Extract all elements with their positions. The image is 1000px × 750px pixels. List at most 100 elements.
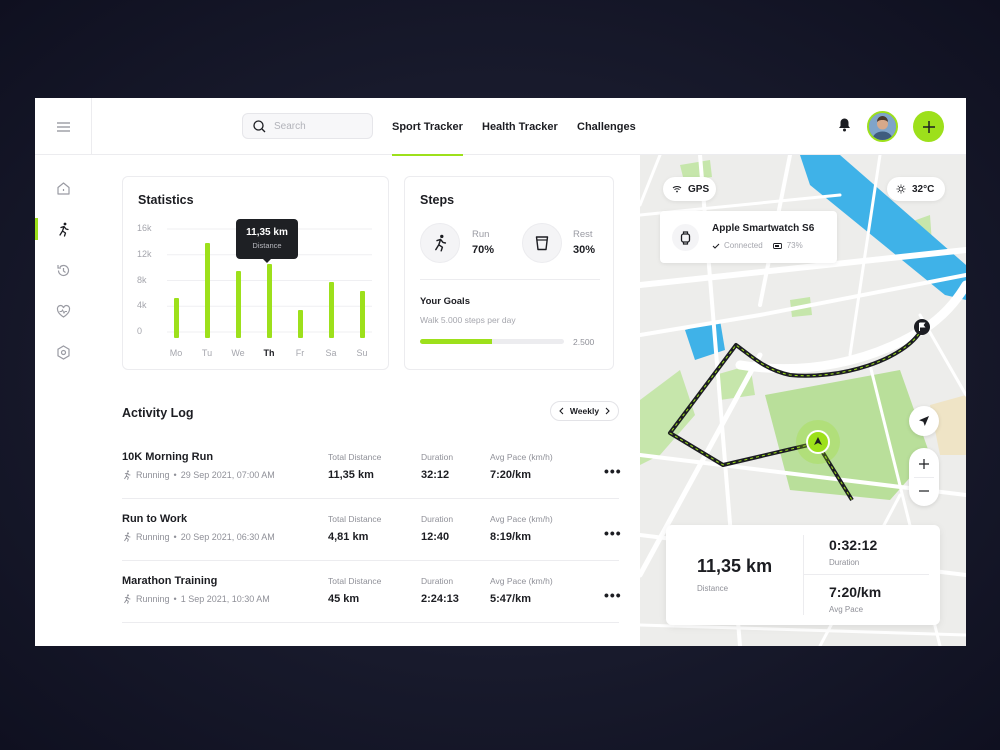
summary-distance-label: Distance [697, 584, 729, 593]
goals-subtitle: Walk 5.000 steps per day [420, 315, 516, 325]
summary-divider-vertical [803, 535, 804, 615]
statistics-card: Statistics [122, 176, 389, 370]
run-circle [420, 223, 460, 263]
y-tick-label: 4k [137, 300, 147, 311]
x-tick-label: Th [263, 348, 275, 358]
chart-bar-th[interactable] [266, 264, 272, 338]
weather-badge: 32°C [887, 177, 945, 201]
pace-label: Avg Pace (km/h) [490, 576, 553, 586]
chevron-left-icon[interactable] [558, 407, 564, 415]
activity-date: 29 Sep 2021, 07:00 AM [180, 470, 275, 480]
activity-name: Marathon Training [122, 575, 218, 587]
settings-icon [57, 344, 70, 360]
distance-value: 45 km [328, 593, 360, 605]
finish-marker[interactable] [914, 319, 930, 335]
add-button[interactable] [913, 111, 944, 142]
activity-row[interactable]: Run to Work Running • 20 Sep 2021, 06:30… [122, 499, 622, 561]
bell-icon [839, 118, 850, 132]
avatar[interactable] [867, 111, 898, 142]
rest-value: 30% [573, 244, 596, 256]
x-tick-label: Tu [201, 348, 213, 358]
gps-badge[interactable]: GPS [663, 177, 716, 201]
plus-icon [919, 459, 929, 469]
chevron-right-icon[interactable] [605, 407, 611, 415]
locate-button[interactable] [909, 406, 939, 436]
more-icon: ••• [604, 525, 622, 541]
route-map[interactable]: GPS 32°C Apple Smartwatch S6 Connected 7… [640, 155, 966, 646]
sidebar-item-health[interactable] [35, 300, 92, 322]
goals-progress-fill [420, 339, 492, 344]
running-icon [435, 234, 447, 252]
running-icon [124, 532, 131, 542]
zoom-in-button[interactable] [909, 452, 939, 476]
search-box[interactable] [242, 113, 373, 139]
rest-label: Rest [573, 229, 593, 240]
chart-bar-sa[interactable] [328, 282, 334, 338]
running-icon [59, 222, 69, 237]
zoom-divider [914, 477, 934, 478]
sand-area [930, 395, 966, 455]
zoom-out-button[interactable] [909, 479, 939, 503]
bullet-separator: • [173, 594, 177, 604]
chart-bar-we[interactable] [235, 270, 241, 338]
period-selector[interactable]: Weekly [550, 401, 619, 421]
battery-level: 73% [786, 241, 803, 250]
x-tick-label: Mo [169, 348, 183, 358]
device-card[interactable]: Apple Smartwatch S6 Connected 73% [660, 211, 837, 263]
device-name: Apple Smartwatch S6 [712, 223, 815, 234]
river [800, 155, 966, 300]
more-options-button[interactable]: ••• [604, 525, 622, 541]
zoom-controls [909, 448, 939, 506]
current-location-marker[interactable] [796, 420, 840, 464]
bullet-separator: • [173, 470, 177, 480]
summary-duration-label: Duration [829, 558, 860, 567]
x-tick-label: Fr [295, 348, 305, 358]
chart-bar-fr[interactable] [297, 310, 303, 338]
chart-bar-su[interactable] [359, 291, 365, 338]
device-icon-wrap [672, 224, 699, 251]
tab-challenges[interactable]: Challenges [577, 120, 636, 133]
notifications-button[interactable] [838, 117, 851, 137]
summary-divider-horizontal [803, 574, 929, 575]
distance-value: 4,81 km [328, 531, 369, 543]
chart-bar-mo[interactable] [173, 297, 179, 338]
more-options-button[interactable]: ••• [604, 463, 622, 479]
sidebar-item-running[interactable] [35, 218, 92, 240]
search-input[interactable] [274, 120, 354, 132]
activity-type: Running [136, 594, 170, 604]
goals-progress-value: 2.500 [573, 337, 595, 347]
activity-row[interactable]: 10K Morning Run Running • 29 Sep 2021, 0… [122, 437, 622, 499]
wifi-icon [672, 186, 682, 193]
top-bar-actions [640, 98, 966, 155]
activity-row[interactable]: Marathon Training Running • 1 Sep 2021, … [122, 561, 622, 623]
route-summary-card: 11,35 km Distance 0:32:12 Duration 7:20/… [666, 525, 940, 625]
sidebar-item-history[interactable] [35, 259, 92, 281]
activity-log-title: Activity Log [122, 406, 194, 420]
y-tick-label: 8k [137, 274, 147, 285]
distance-label: Total Distance [328, 576, 382, 586]
distance-value: 11,35 km [328, 469, 374, 481]
y-tick-label: 0 [137, 326, 143, 336]
sidebar-item-home[interactable] [35, 177, 92, 199]
heart-rate-icon [56, 304, 71, 318]
more-icon: ••• [604, 463, 622, 479]
menu-button[interactable] [35, 98, 92, 155]
chart-bar-tu[interactable] [204, 243, 210, 338]
tab-sport-tracker[interactable]: Sport Tracker [392, 98, 463, 156]
history-icon [57, 264, 70, 276]
duration-label: Duration [421, 514, 454, 524]
chart-tooltip: 11,35 km Distance [236, 219, 298, 263]
route-path-highlight [669, 328, 923, 501]
period-label: Weekly [569, 406, 600, 416]
duration-value: 12:40 [421, 531, 450, 543]
device-status-label: Connected [724, 241, 763, 250]
tab-health-tracker[interactable]: Health Tracker [482, 120, 558, 133]
y-tick-label: 16k [137, 223, 152, 233]
more-options-button[interactable]: ••• [604, 587, 622, 603]
running-icon [124, 470, 131, 480]
tooltip-value: 11,35 km [246, 227, 288, 238]
activity-name: Run to Work [122, 513, 188, 525]
top-bar: Sport Tracker Health Tracker Challenges [35, 98, 640, 156]
sidebar-item-settings[interactable] [35, 341, 92, 363]
summary-pace-label: Avg Pace [829, 605, 864, 614]
